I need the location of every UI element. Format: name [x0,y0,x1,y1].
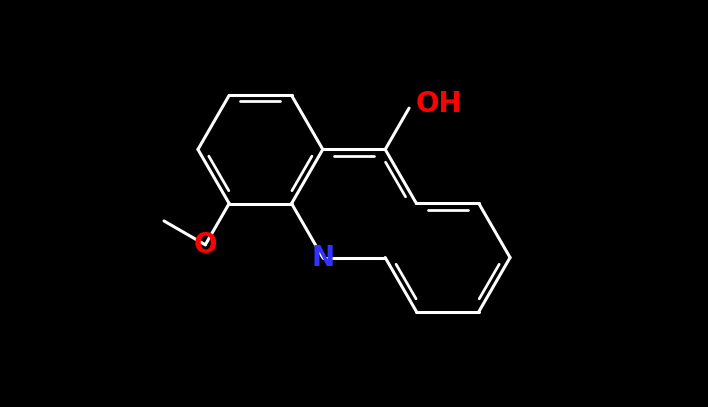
Text: OH: OH [416,90,462,118]
Text: O: O [193,231,217,259]
Text: N: N [312,243,334,271]
